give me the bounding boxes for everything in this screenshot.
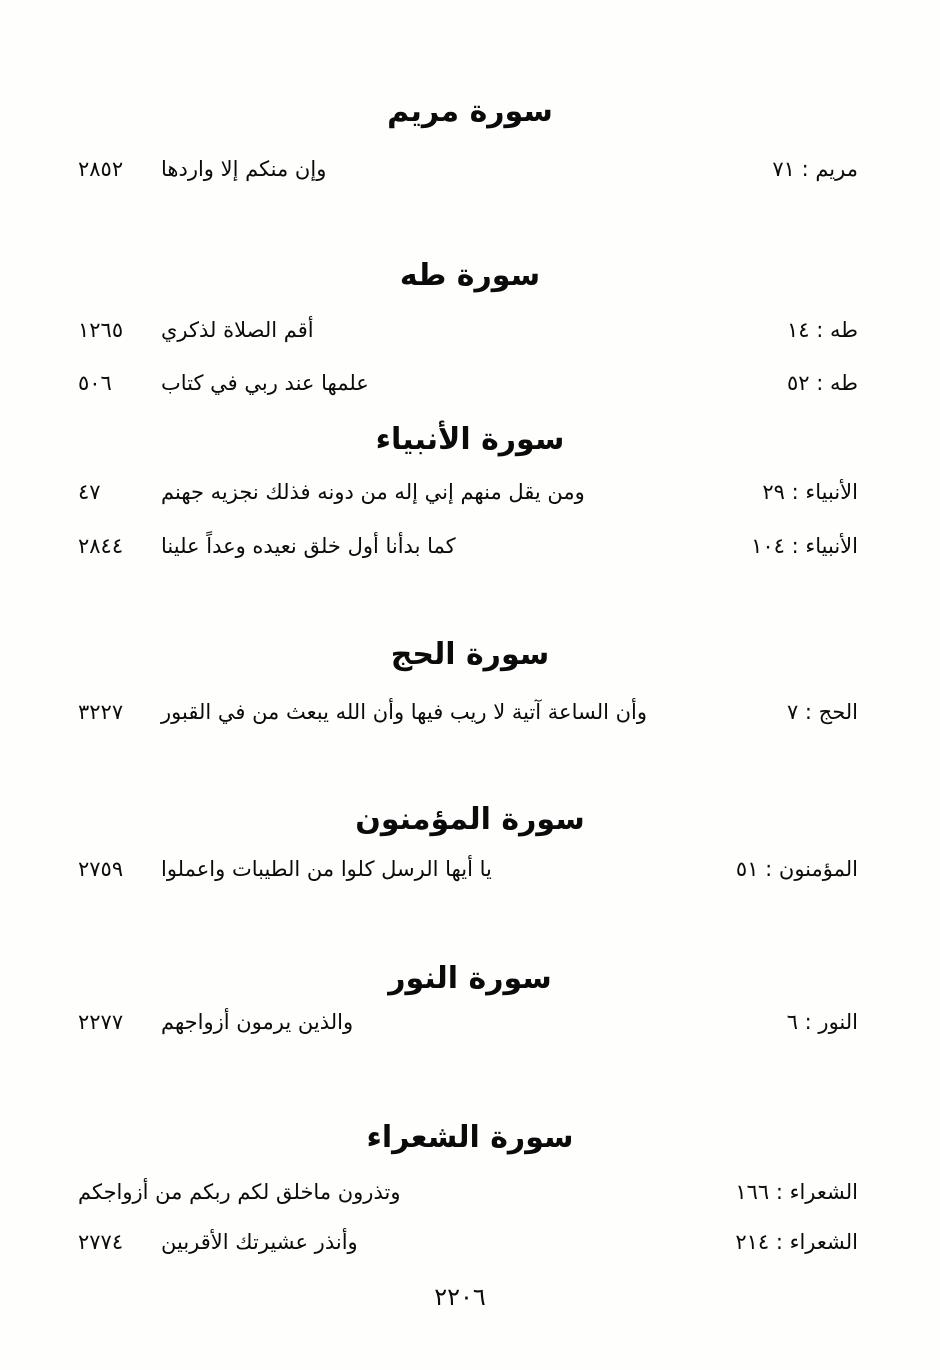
entry-page-number: ٤٧ <box>78 480 101 504</box>
entry-surah-ref: الشعراء : ٢١٤ <box>735 1230 858 1254</box>
entry-page-number: ٢٨٤٤ <box>78 534 124 558</box>
index-entry: ٣٢٢٧ وأن الساعة آتية لا ريب فيها وأن الل… <box>78 699 858 726</box>
entry-surah-ref: المؤمنون : ٥١ <box>735 857 858 881</box>
entry-page-number: ٢٧٥٩ <box>78 857 124 881</box>
surah-heading-anbiya: سورة الأنبياء <box>375 422 565 457</box>
index-entry: ٢٧٥٩ يا أيها الرسل كلوا من الطيبات واعمل… <box>78 856 858 883</box>
entry-surah-ref: طه : ٥٢ <box>787 371 858 395</box>
entry-verse-text: والذين يرمون أزواجهم <box>161 1010 354 1034</box>
index-entry: ٢٢٧٧ والذين يرمون أزواجهم النور : ٦ <box>78 1009 858 1036</box>
index-entry: ٥٠٦ علمها عند ربي في كتاب طه : ٥٢ <box>78 370 858 397</box>
entry-surah-ref: الحج : ٧ <box>786 700 858 724</box>
entry-surah-ref: الأنبياء : ٢٩ <box>762 480 858 504</box>
entry-verse-text: يا أيها الرسل كلوا من الطيبات واعملوا <box>161 857 492 881</box>
entry-page-number: ٣٢٢٧ <box>78 700 124 724</box>
index-entry: ٤٧ ومن يقل منهم إني إله من دونه فذلك نجز… <box>78 479 858 506</box>
index-entry: ٢٨٤٤ كما بدأنا أول خلق نعيده وعداً علينا… <box>78 533 858 560</box>
entry-verse-text: ومن يقل منهم إني إله من دونه فذلك نجزيه … <box>161 480 585 504</box>
entry-page-number: ٥٠٦ <box>78 371 112 395</box>
entry-surah-ref: مريم : ٧١ <box>772 157 858 181</box>
entry-verse-text: كما بدأنا أول خلق نعيده وعداً علينا <box>161 534 456 558</box>
surah-heading-muminun: سورة المؤمنون <box>355 802 585 837</box>
entry-surah-ref: الأنبياء : ١٠٤ <box>751 534 858 558</box>
surah-heading-hajj: سورة الحج <box>390 637 550 672</box>
folio-page-number: ٢٢٠٦ <box>434 1283 486 1311</box>
surah-heading-shuara: سورة الشعراء <box>366 1120 574 1155</box>
entry-page-number: ٢٨٥٢ <box>78 157 124 181</box>
entry-surah-ref: الشعراء : ١٦٦ <box>735 1180 858 1204</box>
surah-heading-taha: سورة طه <box>399 258 541 293</box>
index-entry: ٢٨٥٢ وإن منكم إلا واردها مريم : ٧١ <box>78 156 858 183</box>
index-entry: ٢٧٧٤ وأنذر عشيرتك الأقربين الشعراء : ٢١٤ <box>78 1229 858 1256</box>
entry-page-number: ٢٢٧٧ <box>78 1010 124 1034</box>
entry-verse-text: وأن الساعة آتية لا ريب فيها وأن الله يبع… <box>161 700 648 724</box>
surah-heading-nur: سورة النور <box>388 961 552 996</box>
entry-verse-text: وأنذر عشيرتك الأقربين <box>161 1230 358 1254</box>
entry-verse-text: علمها عند ربي في كتاب <box>161 371 369 395</box>
index-entry: وتذرون ماخلق لكم ربكم من أزواجكم الشعراء… <box>78 1179 858 1206</box>
entry-page-number: ٢٧٧٤ <box>78 1230 124 1254</box>
index-entry: ١٢٦٥ أقم الصلاة لذكري طه : ١٤ <box>78 317 858 344</box>
entry-verse-text: أقم الصلاة لذكري <box>161 318 314 342</box>
entry-surah-ref: طه : ١٤ <box>787 318 858 342</box>
entry-page-number: ١٢٦٥ <box>78 318 124 342</box>
entry-verse-text: وإن منكم إلا واردها <box>161 157 327 181</box>
entry-verse-text: وتذرون ماخلق لكم ربكم من أزواجكم <box>78 1180 401 1204</box>
surah-heading-maryam: سورة مريم <box>387 94 553 129</box>
entry-surah-ref: النور : ٦ <box>786 1010 858 1034</box>
